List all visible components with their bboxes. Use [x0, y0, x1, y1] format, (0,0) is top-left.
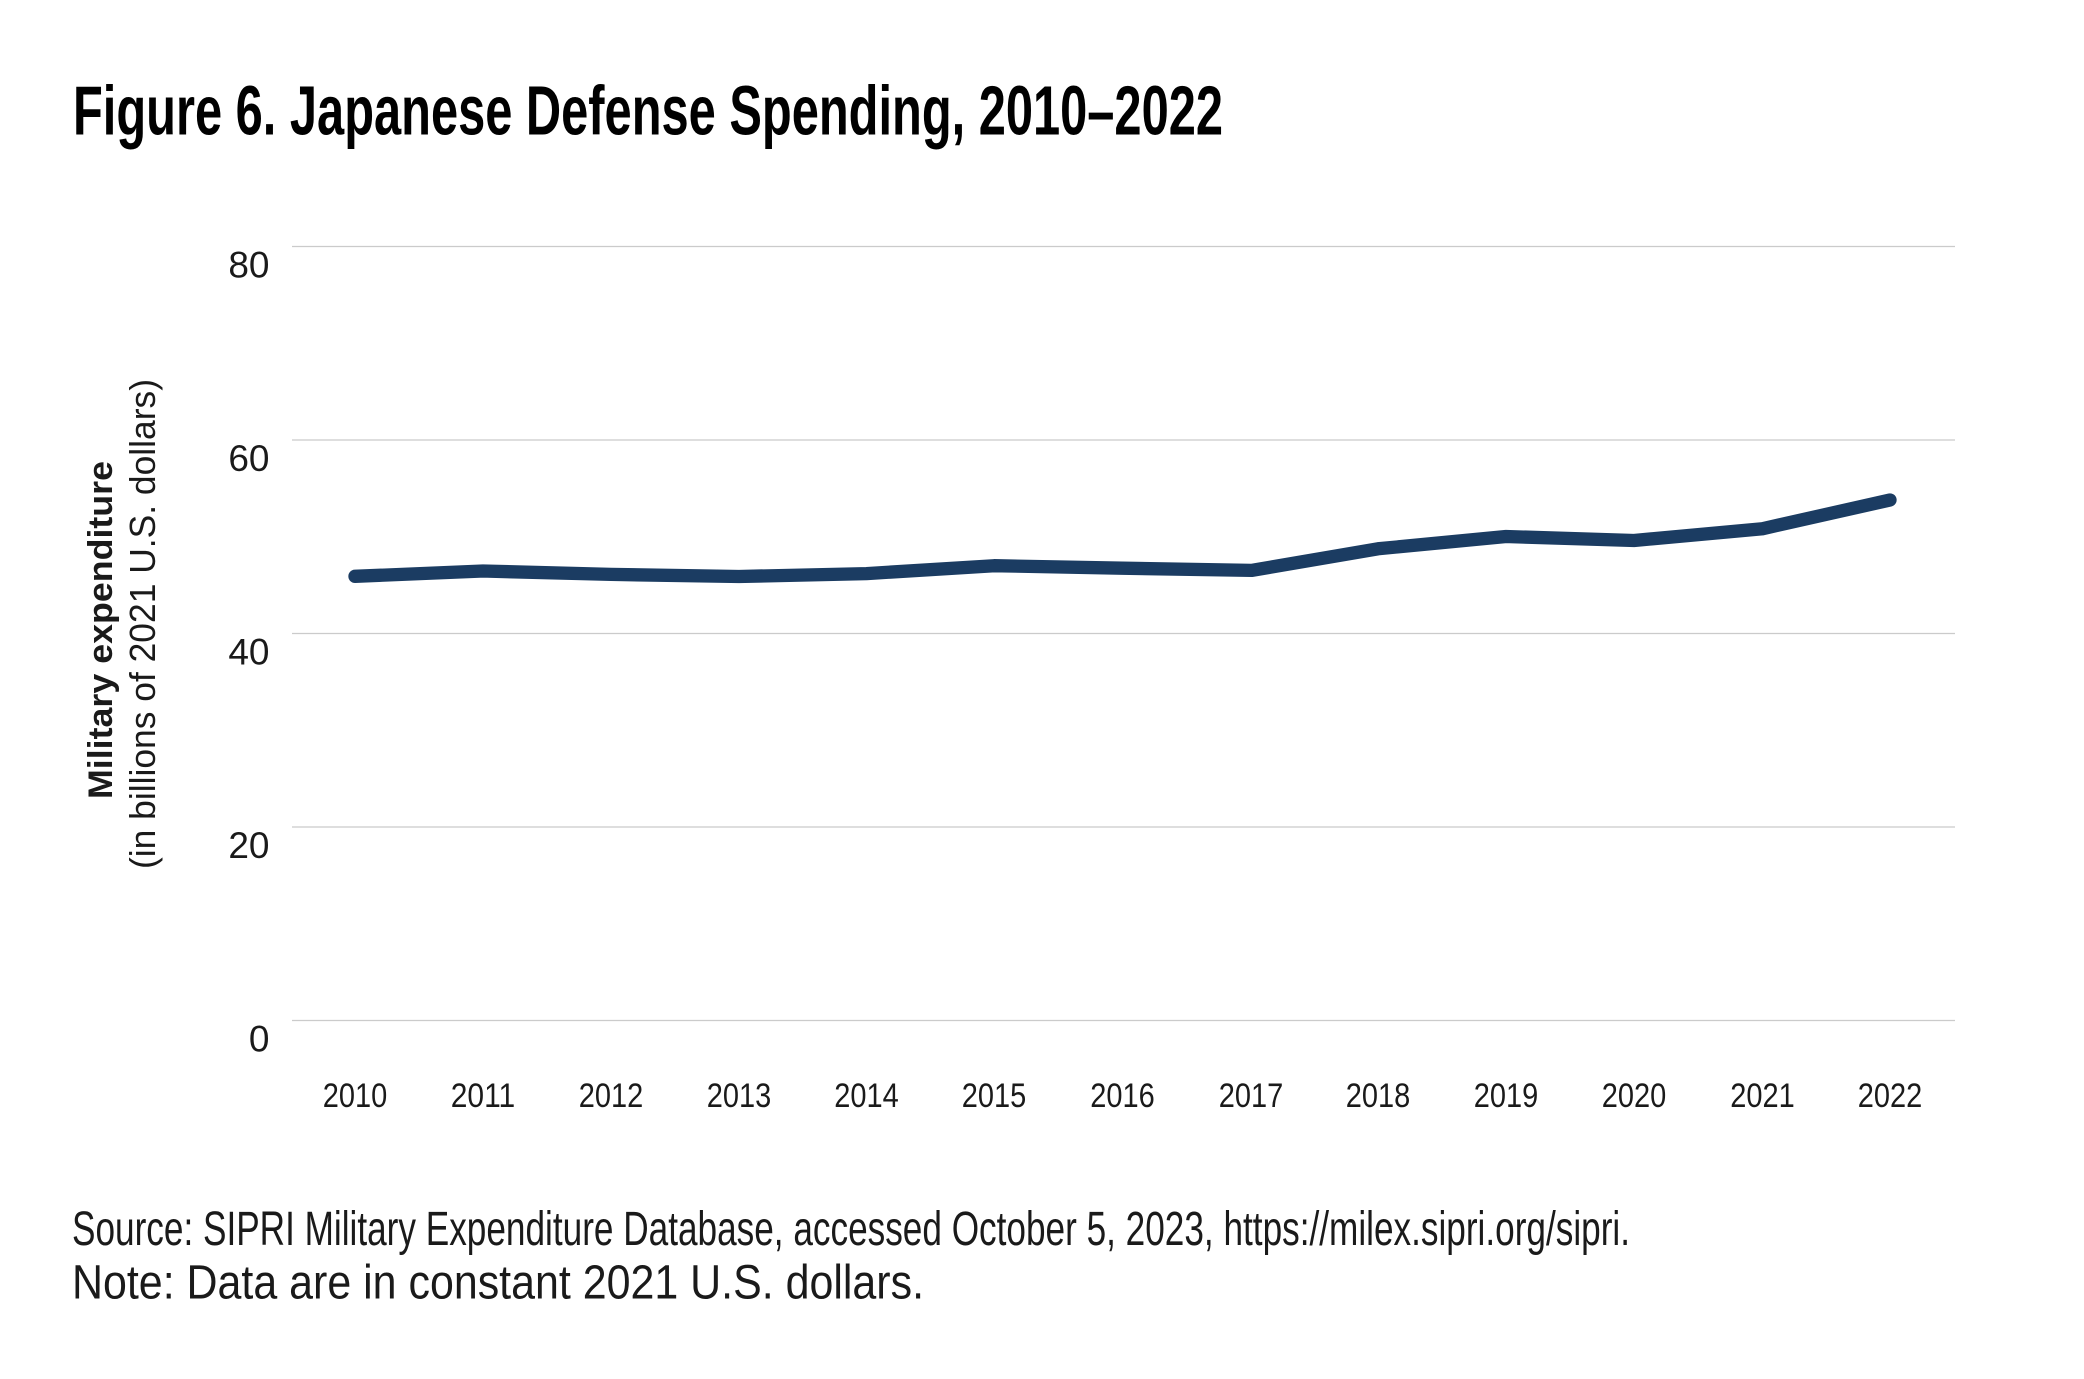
svg-text:2014: 2014: [834, 1077, 899, 1115]
svg-text:2015: 2015: [962, 1077, 1027, 1115]
svg-text:0: 0: [249, 1019, 270, 1060]
svg-text:2020: 2020: [1602, 1077, 1667, 1115]
svg-text:2011: 2011: [451, 1077, 516, 1115]
svg-text:2010: 2010: [323, 1077, 388, 1115]
svg-text:Military expenditure: Military expenditure: [82, 461, 120, 799]
svg-text:(in billions of 2021 U.S. doll: (in billions of 2021 U.S. dollars): [122, 379, 163, 869]
svg-text:Figure 6. Japanese Defense Spe: Figure 6. Japanese Defense Spending, 201…: [73, 71, 1223, 149]
svg-text:40: 40: [228, 632, 269, 673]
svg-text:20: 20: [228, 825, 269, 866]
svg-text:2013: 2013: [707, 1077, 772, 1115]
svg-text:2018: 2018: [1346, 1077, 1411, 1115]
svg-text:2012: 2012: [579, 1077, 644, 1115]
svg-text:2021: 2021: [1730, 1077, 1795, 1115]
svg-text:60: 60: [228, 438, 269, 479]
svg-text:80: 80: [228, 245, 269, 286]
svg-text:2019: 2019: [1474, 1077, 1539, 1115]
svg-text:2022: 2022: [1858, 1077, 1923, 1115]
svg-text:2016: 2016: [1090, 1077, 1155, 1115]
svg-text:Note: Data are in constant 202: Note: Data are in constant 2021 U.S. dol…: [72, 1257, 924, 1310]
svg-text:Source: SIPRI Military Expendi: Source: SIPRI Military Expenditure Datab…: [72, 1203, 1630, 1256]
svg-text:2017: 2017: [1219, 1077, 1284, 1115]
